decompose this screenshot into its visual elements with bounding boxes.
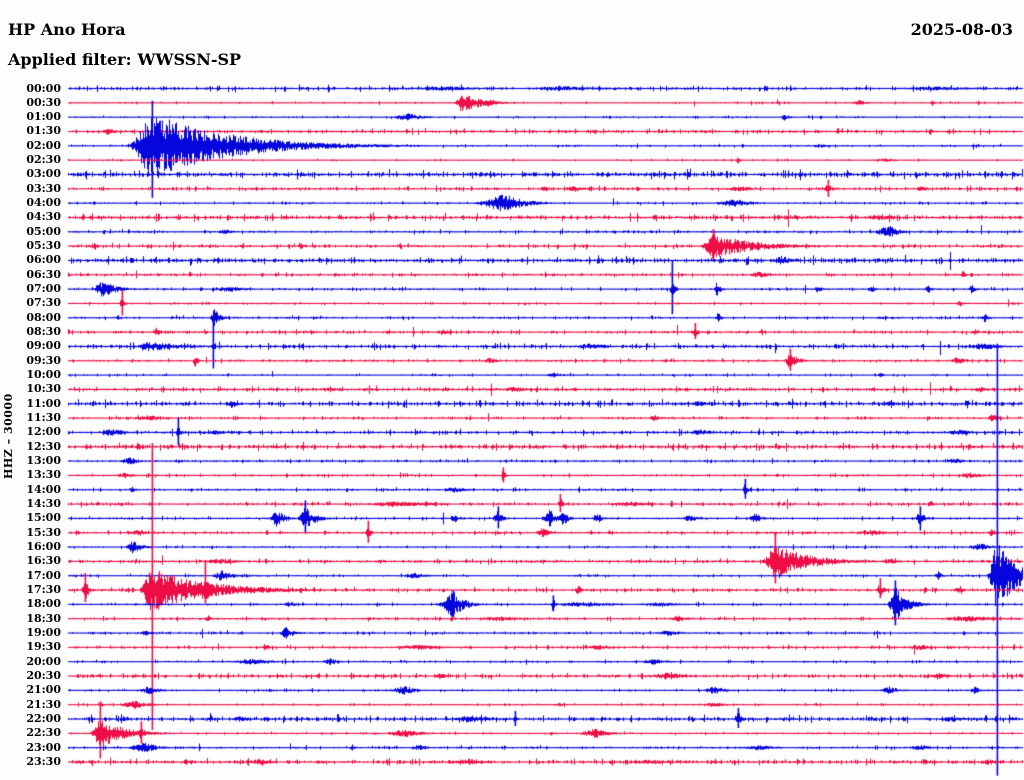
time-label: 08:00 — [26, 310, 61, 324]
time-label: 15:30 — [26, 525, 61, 539]
time-label: 08:30 — [26, 325, 61, 339]
time-label: 11:00 — [26, 396, 61, 410]
time-label: 20:30 — [26, 669, 61, 683]
time-label: 06:30 — [26, 267, 61, 281]
time-label: 05:30 — [26, 239, 61, 253]
time-label: 02:30 — [26, 153, 61, 167]
time-label: 19:30 — [26, 640, 61, 654]
time-label: 01:00 — [26, 110, 61, 124]
time-label: 17:30 — [26, 583, 61, 597]
time-label: 22:00 — [26, 712, 61, 726]
date-label: 2025-08-03 — [910, 20, 1013, 39]
time-label: 05:00 — [26, 224, 61, 238]
time-label: 00:00 — [26, 81, 61, 95]
time-label: 17:00 — [26, 568, 61, 582]
time-label: 10:00 — [26, 368, 61, 382]
time-label: 18:30 — [26, 611, 61, 625]
time-label: 06:00 — [26, 253, 61, 267]
time-label: 21:30 — [26, 697, 61, 711]
filter-line: Applied filter: WWSSN-SP — [8, 50, 241, 69]
time-label: 03:30 — [26, 181, 61, 195]
time-label: 01:30 — [26, 124, 61, 138]
time-label: 13:30 — [26, 468, 61, 482]
time-label: 12:00 — [26, 425, 61, 439]
station-title: HP Ano Hora — [8, 20, 126, 39]
filter-label: Applied filter: — [8, 50, 132, 69]
time-label: 23:30 — [26, 755, 61, 768]
time-label: 22:30 — [26, 726, 61, 740]
time-label: 09:00 — [26, 339, 61, 353]
filter-value: WWSSN-SP — [137, 50, 242, 69]
time-label: 19:00 — [26, 626, 61, 640]
time-label: 13:00 — [26, 454, 61, 468]
time-label: 16:30 — [26, 554, 61, 568]
time-label: 21:00 — [26, 683, 61, 697]
time-label: 15:00 — [26, 511, 61, 525]
time-label: 03:00 — [26, 167, 61, 181]
time-label: 18:00 — [26, 597, 61, 611]
time-label: 07:30 — [26, 296, 61, 310]
time-label: 11:30 — [26, 411, 61, 425]
time-label: 00:30 — [26, 95, 61, 109]
time-label: 12:30 — [26, 439, 61, 453]
time-label: 04:30 — [26, 210, 61, 224]
time-label: 04:00 — [26, 196, 61, 210]
time-label: 09:30 — [26, 353, 61, 367]
time-label: 23:00 — [26, 740, 61, 754]
time-label: 07:00 — [26, 282, 61, 296]
time-label: 14:00 — [26, 482, 61, 496]
time-label: 10:30 — [26, 382, 61, 396]
time-label: 20:00 — [26, 654, 61, 668]
time-label: 02:00 — [26, 138, 61, 152]
time-label: 14:30 — [26, 497, 61, 511]
time-label: 16:00 — [26, 540, 61, 554]
